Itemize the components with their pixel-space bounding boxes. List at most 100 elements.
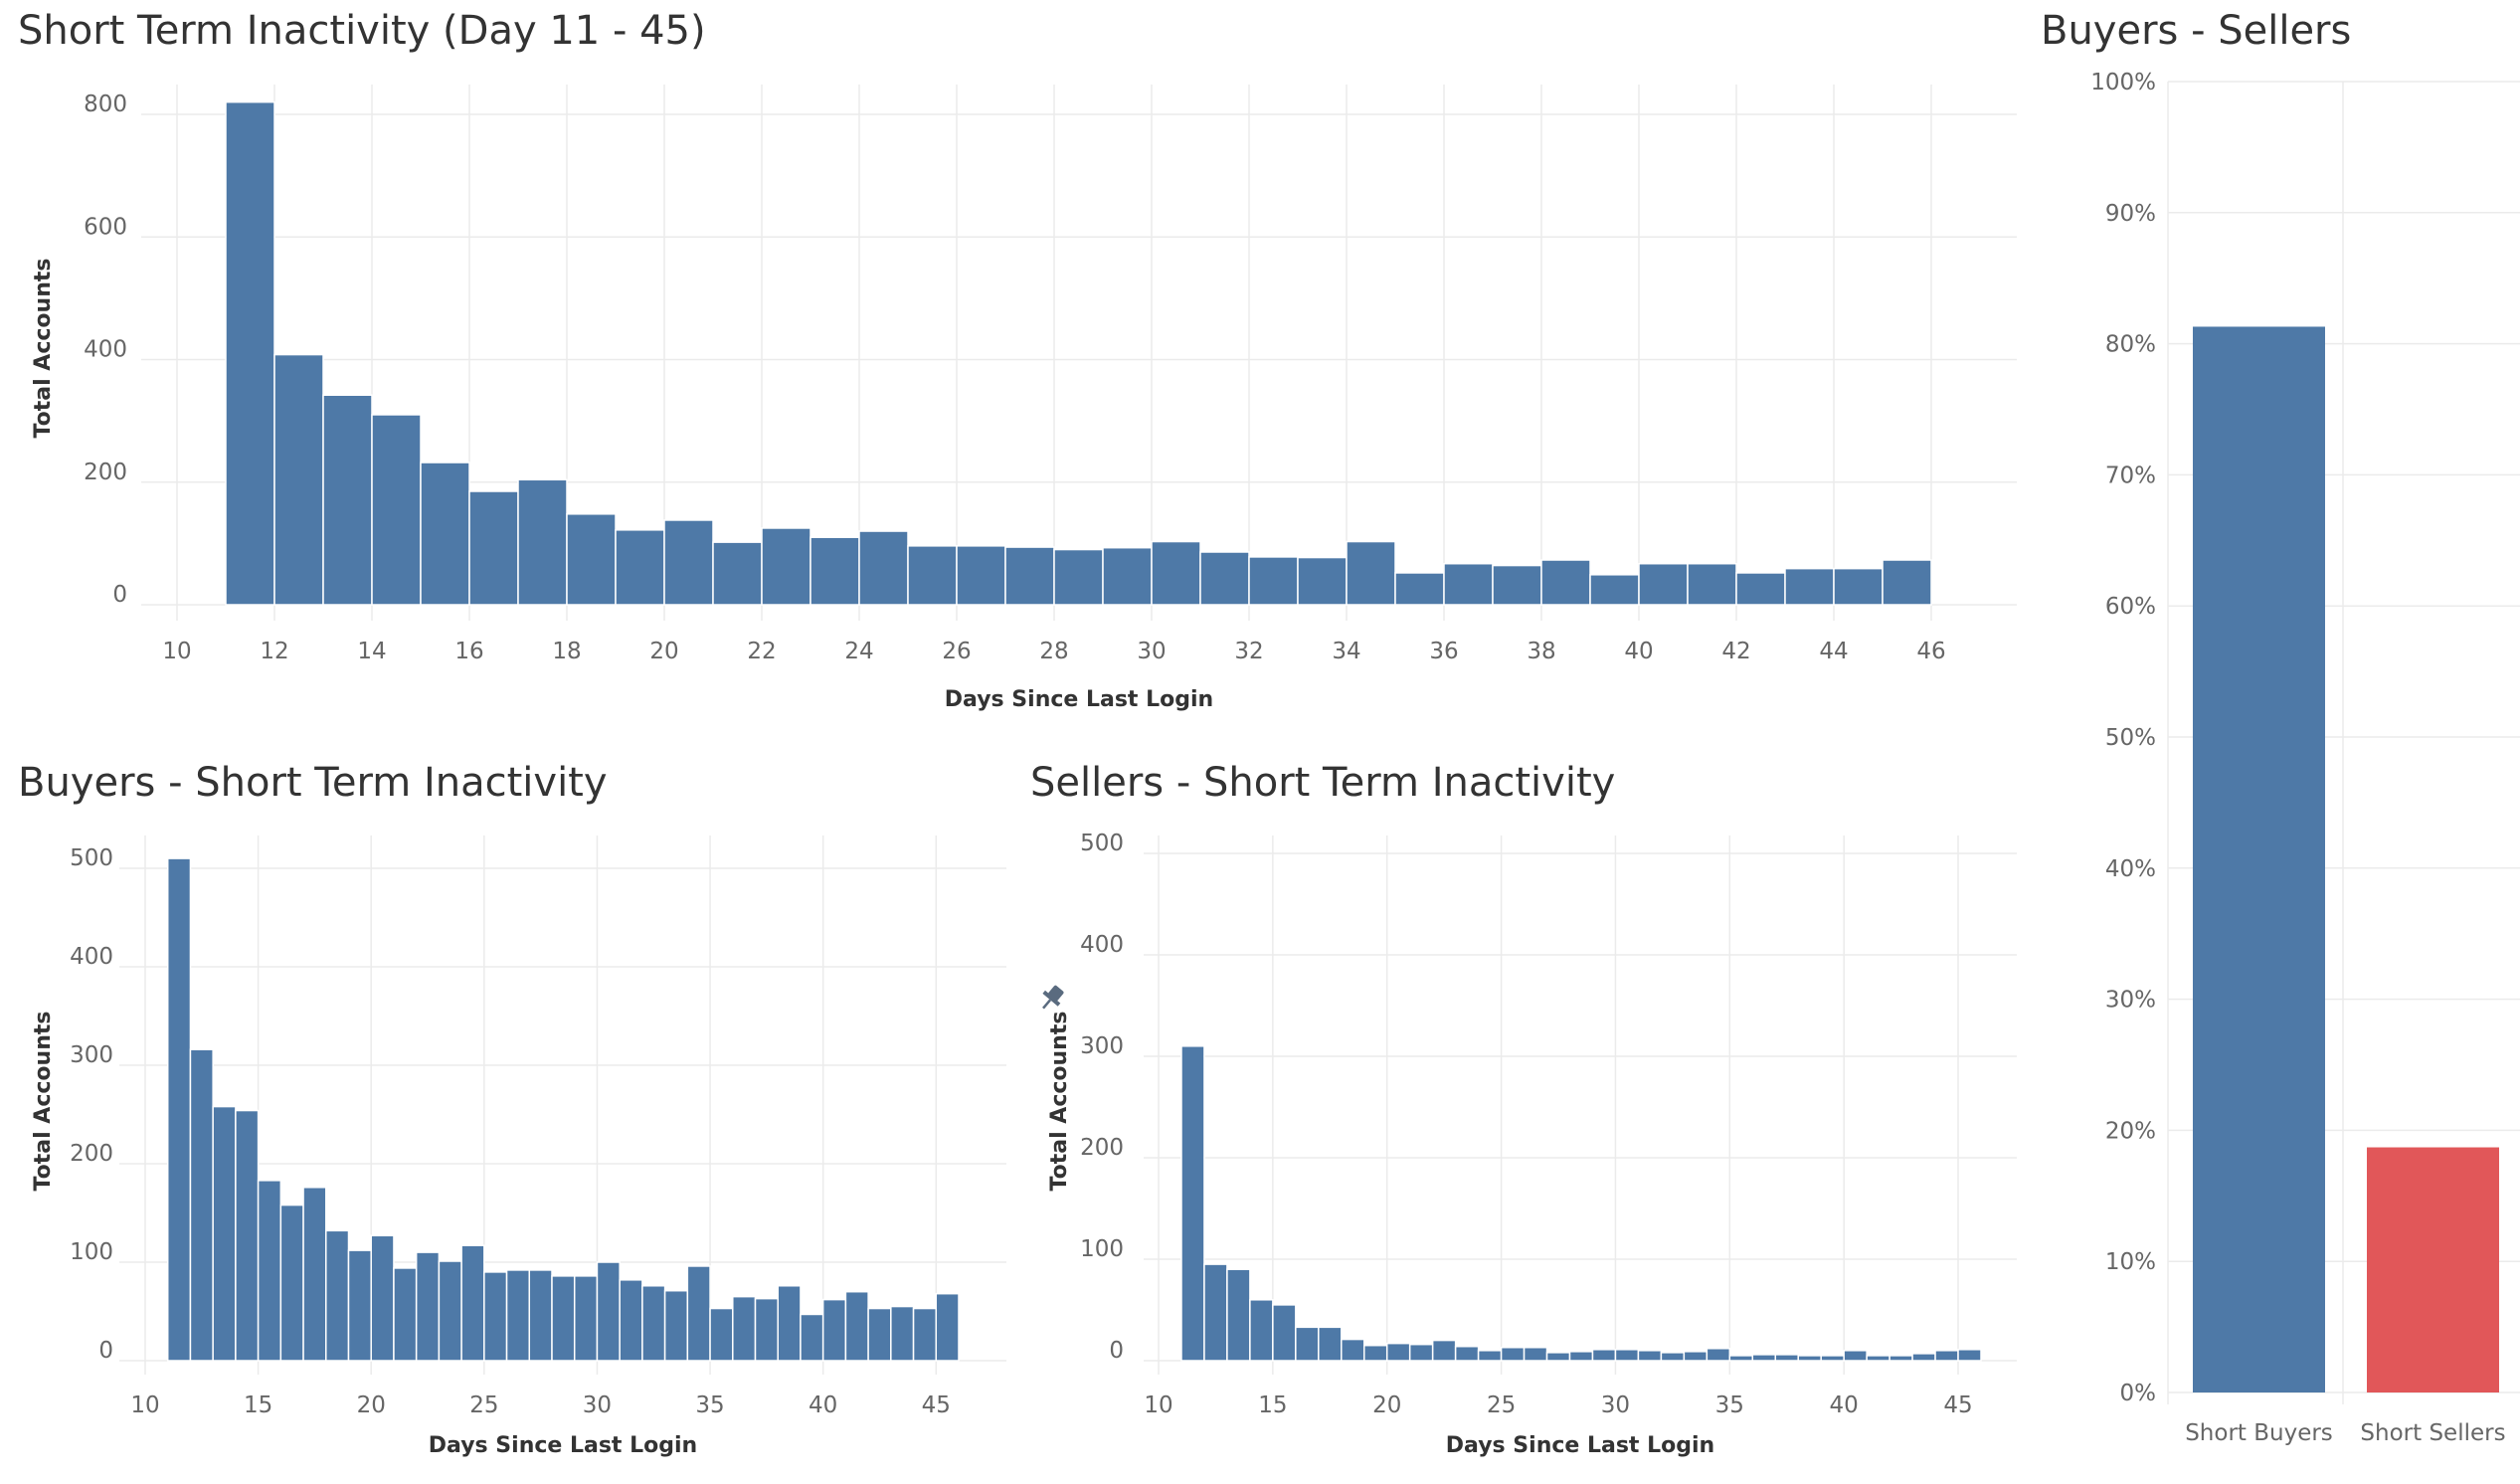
bar-day-16[interactable] [1295,1326,1320,1362]
bar-day-11[interactable] [225,100,275,606]
bar-day-41[interactable] [1866,1355,1890,1362]
bar-day-17[interactable] [302,1187,327,1362]
bar-day-26[interactable] [505,1269,531,1362]
bar-day-15[interactable] [1272,1304,1297,1362]
bar-day-11[interactable] [1180,1045,1205,1362]
bar-day-34[interactable] [1706,1348,1731,1362]
bar-day-25[interactable] [483,1271,508,1362]
bar-day-28[interactable] [551,1275,576,1362]
bar-day-38[interactable] [777,1285,802,1362]
bar-day-40[interactable] [1638,562,1689,606]
bar-day-14[interactable] [235,1109,260,1362]
bar-day-28[interactable] [1568,1351,1594,1362]
bar-day-25[interactable] [907,545,958,606]
bar-day-18[interactable] [566,513,617,606]
bar-short-buyers[interactable] [2193,326,2325,1392]
bar-day-27[interactable] [528,1269,553,1362]
bar-day-22[interactable] [761,527,811,606]
bar-day-33[interactable] [1683,1351,1709,1362]
bar-day-16[interactable] [279,1204,304,1362]
bar-day-35[interactable] [1728,1355,1754,1362]
bar-day-43[interactable] [890,1305,915,1362]
bar-day-17[interactable] [517,478,568,606]
bar-day-17[interactable] [1318,1326,1343,1362]
bar-day-25[interactable] [1500,1346,1526,1362]
bar-day-37[interactable] [1774,1354,1799,1362]
bar-day-12[interactable] [1203,1263,1228,1362]
bar-day-24[interactable] [460,1244,485,1362]
bar-day-20[interactable] [663,519,714,606]
bar-day-16[interactable] [468,490,519,606]
bar-day-24[interactable] [1477,1350,1503,1362]
bar-day-36[interactable] [732,1295,757,1362]
bar-day-30[interactable] [1151,540,1201,606]
bar-day-27[interactable] [1545,1352,1571,1362]
bar-day-23[interactable] [438,1260,462,1362]
bar-day-45[interactable] [1882,559,1932,606]
bar-day-33[interactable] [1297,556,1348,606]
bar-day-35[interactable] [709,1307,734,1362]
bar-day-36[interactable] [1443,562,1494,606]
bar-day-15[interactable] [257,1180,282,1362]
bar-day-26[interactable] [956,545,1006,606]
bar-day-22[interactable] [415,1251,441,1362]
bar-day-42[interactable] [867,1307,892,1362]
bar-day-44[interactable] [1934,1350,1959,1362]
bar-day-13[interactable] [1226,1268,1251,1362]
bar-day-19[interactable] [1363,1344,1388,1362]
bar-day-39[interactable] [1589,574,1640,606]
bar-short-sellers[interactable] [2367,1147,2499,1392]
bar-day-13[interactable] [212,1105,237,1362]
bar-day-44[interactable] [912,1307,938,1362]
bar-day-23[interactable] [810,536,860,606]
bar-day-14[interactable] [1249,1299,1274,1362]
bar-day-32[interactable] [1248,556,1299,606]
bar-day-42[interactable] [1735,572,1786,606]
bar-day-40[interactable] [821,1298,847,1362]
bar-day-34[interactable] [686,1265,711,1362]
bar-day-41[interactable] [1687,562,1737,606]
bar-day-22[interactable] [1431,1339,1457,1362]
bar-day-32[interactable] [641,1285,666,1362]
bar-day-29[interactable] [573,1275,599,1362]
bar-day-20[interactable] [1385,1342,1411,1362]
bar-day-34[interactable] [1346,540,1396,606]
bar-day-30[interactable] [1614,1349,1640,1362]
bar-day-43[interactable] [1911,1353,1936,1362]
bar-day-18[interactable] [1341,1338,1365,1362]
bar-day-21[interactable] [712,541,763,606]
bar-day-41[interactable] [844,1290,869,1362]
bar-day-13[interactable] [322,394,373,606]
bar-day-36[interactable] [1751,1354,1777,1362]
bar-day-32[interactable] [1660,1352,1686,1362]
bar-day-30[interactable] [596,1261,621,1362]
bar-day-43[interactable] [1784,567,1835,606]
bar-day-33[interactable] [663,1289,689,1362]
bar-day-31[interactable] [1199,551,1250,606]
bar-day-11[interactable] [166,857,192,1362]
bar-day-45[interactable] [935,1292,960,1362]
bar-day-37[interactable] [1492,564,1542,606]
bar-day-27[interactable] [1004,546,1055,606]
bar-day-14[interactable] [371,414,422,606]
bar-day-26[interactable] [1523,1346,1548,1362]
bar-day-38[interactable] [1540,559,1591,606]
bar-day-24[interactable] [858,530,909,606]
bar-day-15[interactable] [420,462,470,606]
bar-day-19[interactable] [347,1249,372,1362]
bar-day-21[interactable] [1408,1343,1434,1362]
bar-day-35[interactable] [1394,572,1445,606]
bar-day-19[interactable] [615,529,665,606]
bar-day-29[interactable] [1591,1349,1617,1362]
bar-day-21[interactable] [393,1267,418,1362]
bar-day-28[interactable] [1053,548,1104,606]
bar-day-39[interactable] [800,1313,824,1362]
bar-day-37[interactable] [754,1297,779,1362]
bar-day-42[interactable] [1889,1355,1913,1362]
bar-day-20[interactable] [370,1234,395,1362]
bar-day-18[interactable] [325,1229,350,1362]
bar-day-40[interactable] [1843,1350,1868,1362]
bar-day-39[interactable] [1820,1355,1845,1362]
bar-day-44[interactable] [1833,567,1884,606]
bar-day-38[interactable] [1797,1355,1822,1362]
